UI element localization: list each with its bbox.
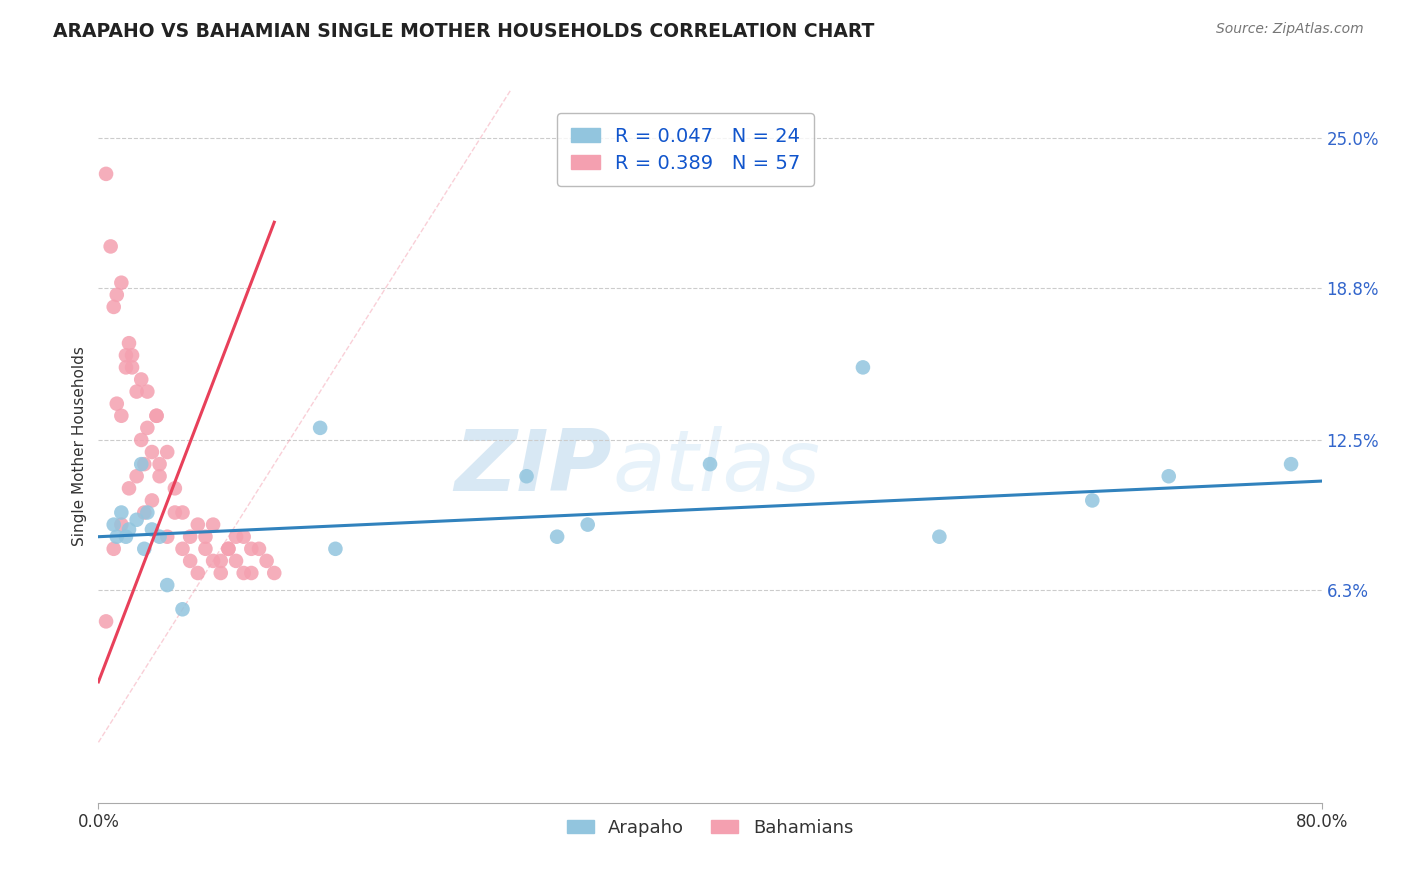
Point: [141, 493, 163, 508]
Point: [110, 517, 132, 532]
Point: [115, 360, 138, 375]
Point: [179, 530, 201, 544]
Point: [149, 469, 172, 483]
Point: [156, 530, 179, 544]
Point: [156, 578, 179, 592]
Point: [217, 541, 239, 556]
Point: [240, 566, 263, 580]
Point: [149, 530, 172, 544]
Point: [209, 554, 232, 568]
Text: ARAPAHO VS BAHAMIAN SINGLE MOTHER HOUSEHOLDS CORRELATION CHART: ARAPAHO VS BAHAMIAN SINGLE MOTHER HOUSEH…: [53, 22, 875, 41]
Point: [125, 513, 148, 527]
Point: [852, 360, 875, 375]
Point: [129, 457, 152, 471]
Point: [110, 276, 132, 290]
Point: [209, 566, 232, 580]
Point: [121, 348, 143, 362]
Point: [129, 433, 152, 447]
Point: [240, 541, 263, 556]
Point: [225, 554, 247, 568]
Point: [125, 384, 148, 399]
Point: [163, 481, 186, 495]
Point: [232, 530, 254, 544]
Y-axis label: Single Mother Households: Single Mother Households: [72, 346, 87, 546]
Point: [121, 360, 143, 375]
Point: [145, 409, 167, 423]
Point: [699, 457, 721, 471]
Point: [546, 530, 568, 544]
Point: [1081, 493, 1104, 508]
Point: [156, 445, 179, 459]
Point: [103, 300, 125, 314]
Text: atlas: atlas: [612, 425, 820, 509]
Point: [134, 506, 156, 520]
Point: [105, 288, 128, 302]
Point: [110, 506, 132, 520]
Point: [516, 469, 538, 483]
Point: [141, 445, 163, 459]
Point: [256, 554, 278, 568]
Point: [134, 457, 156, 471]
Point: [202, 517, 225, 532]
Legend: Arapaho, Bahamians: Arapaho, Bahamians: [560, 812, 860, 844]
Point: [187, 517, 209, 532]
Point: [194, 541, 217, 556]
Point: [115, 348, 138, 362]
Point: [172, 506, 194, 520]
Point: [163, 506, 186, 520]
Point: [172, 602, 194, 616]
Point: [202, 554, 225, 568]
Point: [129, 372, 152, 386]
Point: [309, 421, 332, 435]
Point: [105, 397, 128, 411]
Point: [145, 409, 167, 423]
Point: [103, 517, 125, 532]
Point: [118, 523, 141, 537]
Point: [94, 615, 117, 629]
Point: [576, 517, 599, 532]
Point: [172, 541, 194, 556]
Point: [118, 336, 141, 351]
Point: [179, 554, 201, 568]
Point: [118, 481, 141, 495]
Point: [100, 239, 122, 253]
Point: [247, 541, 270, 556]
Point: [325, 541, 347, 556]
Point: [225, 530, 247, 544]
Point: [136, 506, 159, 520]
Point: [187, 566, 209, 580]
Text: Source: ZipAtlas.com: Source: ZipAtlas.com: [1216, 22, 1364, 37]
Point: [136, 421, 159, 435]
Point: [194, 530, 217, 544]
Point: [232, 566, 254, 580]
Point: [110, 409, 132, 423]
Point: [115, 530, 138, 544]
Point: [217, 541, 239, 556]
Point: [136, 384, 159, 399]
Point: [103, 541, 125, 556]
Text: ZIP: ZIP: [454, 425, 612, 509]
Point: [1157, 469, 1180, 483]
Point: [263, 566, 285, 580]
Point: [125, 469, 148, 483]
Point: [928, 530, 950, 544]
Point: [1279, 457, 1302, 471]
Point: [105, 530, 128, 544]
Point: [141, 523, 163, 537]
Point: [94, 167, 117, 181]
Point: [134, 541, 156, 556]
Point: [149, 457, 172, 471]
